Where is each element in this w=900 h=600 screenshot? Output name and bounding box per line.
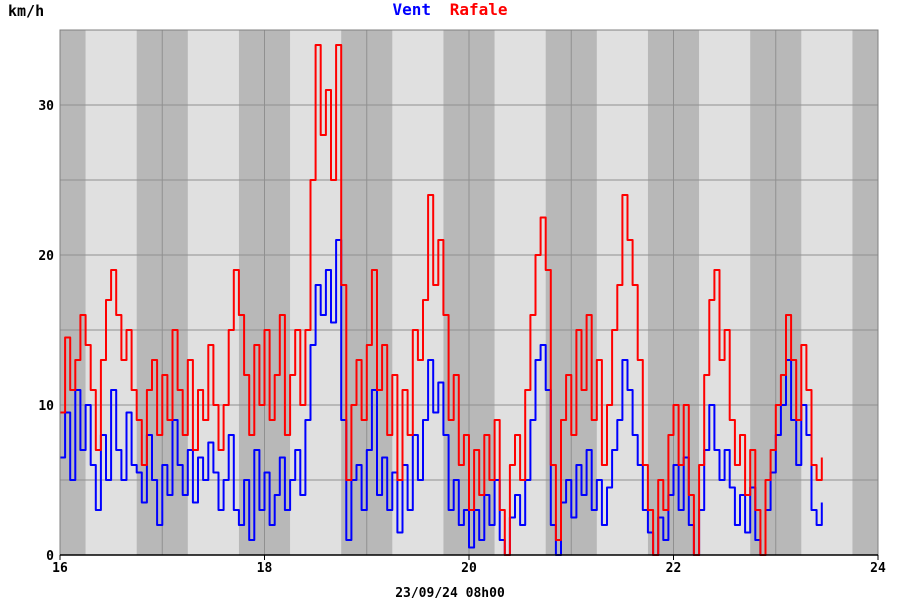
y-tick-label: 10 [38, 399, 54, 414]
x-tick-label: 16 [52, 561, 68, 576]
night-band [60, 30, 86, 555]
y-tick-label: 30 [38, 99, 54, 114]
x-tick-label: 22 [666, 561, 682, 576]
y-tick-label: 0 [46, 549, 54, 564]
y-tick-label: 20 [38, 249, 54, 264]
x-tick-label: 18 [257, 561, 273, 576]
legend-rafale: Rafale [450, 0, 508, 19]
y-axis-unit-label: km/h [8, 2, 44, 20]
legend-vent: Vent [393, 0, 432, 19]
x-tick-label: 24 [870, 561, 886, 576]
axes: 16 18 20 22 24 0 10 20 30 [38, 29, 886, 576]
chart-title: Vent Rafale [393, 0, 508, 19]
x-axis-caption: 23/09/24 08h00 [395, 586, 505, 600]
x-tick-label: 20 [461, 561, 477, 576]
night-band [852, 30, 878, 555]
